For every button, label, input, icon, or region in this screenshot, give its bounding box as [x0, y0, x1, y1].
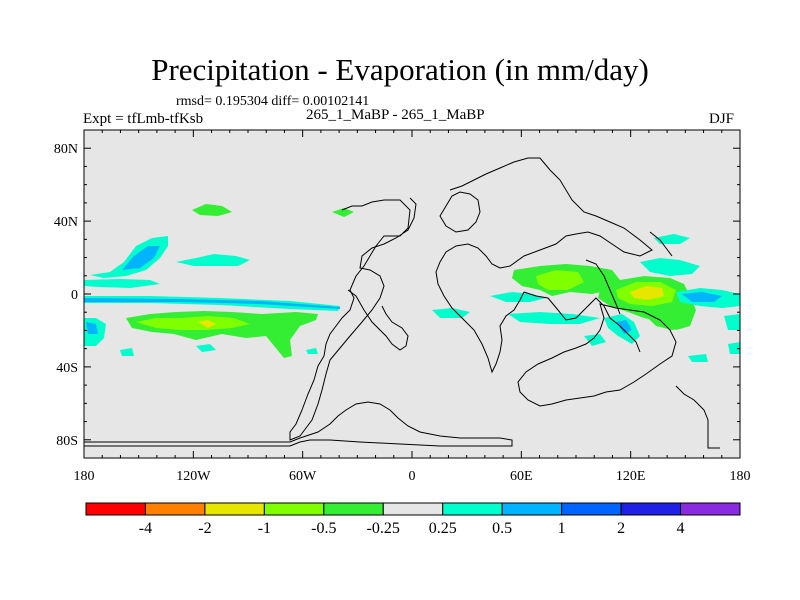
colorbar-swatch [561, 502, 622, 516]
contour-southeast-indian-core [616, 320, 632, 334]
colorbar-swatch [144, 502, 206, 516]
contour-west-pacific-core [682, 292, 722, 302]
y-tick-label: 80N [54, 142, 78, 157]
x-tick-label: 120W [176, 469, 211, 484]
contour-south-pacific-east2 [728, 342, 740, 354]
y-tick-label: 80S [56, 434, 78, 449]
colorbar-level-label: -0.5 [311, 520, 336, 537]
contour-spcz-core [136, 316, 250, 330]
colorbar-swatch [382, 502, 444, 516]
colorbar-level-label: 0.5 [492, 520, 512, 537]
colorbar-swatch [680, 502, 741, 516]
colorbar-labels: -4 -2 -1 -0.5 -0.25 0.25 0.5 1 2 4 [139, 520, 685, 537]
y-tick-label: 40N [54, 215, 78, 230]
south-america-outline [347, 289, 409, 351]
x-tick-label: 180 [730, 469, 751, 484]
coastlines [84, 157, 720, 449]
colorbar-level-label: 4 [677, 520, 685, 537]
contour-north-asia [654, 234, 690, 244]
greenland-outline [439, 191, 481, 233]
indochina-outline [585, 259, 621, 315]
colorbar-swatch [620, 502, 682, 516]
case-label: 265_1_MaBP - 265_1_MaBP [306, 107, 485, 123]
experiment-label: Expt = tfLmb-tfKsb [83, 111, 204, 127]
contour-indian-south [508, 312, 600, 324]
x-tick-label: 0 [409, 469, 416, 484]
x-tick-label: 60W [289, 469, 317, 484]
contour-south-asia-core [536, 270, 584, 290]
colorbar-swatch [204, 502, 265, 516]
contour-far-south-east [688, 354, 708, 362]
contour-southern-indian [584, 334, 606, 346]
americas-outline [289, 197, 417, 441]
x-tick-label: 60E [510, 469, 533, 484]
contour-north-pacific-core [122, 246, 160, 270]
stats-text: rmsd= 0.195304 diff= 0.00102141 [176, 94, 370, 109]
axis-tick-labels: 180 120W 60W 0 60E 120E 180 80N 40N 0 40S 80S [54, 142, 751, 484]
colorbar-swatch [85, 502, 146, 516]
contour-south-pacific-spot [120, 348, 134, 356]
contour-south-pacific-spot2 [306, 348, 318, 354]
y-tick-label: 0 [71, 288, 78, 303]
y-tick-label: 40S [56, 361, 78, 376]
x-tick-label: 120E [616, 469, 646, 484]
japan-outline [649, 231, 673, 257]
contour-maritime-continent-peak [630, 286, 664, 300]
season-label: DJF [709, 111, 735, 127]
colorbar-level-label: -1 [258, 520, 271, 537]
colorbar-level-label: 1 [558, 520, 566, 537]
colorbar-level-label: -4 [139, 520, 152, 537]
colorbar-level-label: 2 [617, 520, 625, 537]
colorbar-level-label: 0.25 [429, 520, 457, 537]
colorbar-swatch [442, 502, 503, 516]
new-zealand-outline [675, 385, 720, 449]
contour-equatorial-band-blue [84, 298, 340, 309]
contour-south-atlantic [432, 308, 470, 318]
contour-central-north-pacific [192, 204, 232, 216]
eurasia-africa-outline [435, 157, 653, 374]
colorbar-swatch [501, 502, 563, 516]
south-asia-outline [523, 291, 641, 353]
contour-north-atlantic [332, 208, 354, 217]
figure-title: Precipitation - Evaporation (in mm/day) [151, 52, 649, 87]
antarctica-outline [84, 401, 513, 447]
contour-southwest-pacific-core [86, 322, 98, 334]
x-tick-label: 180 [74, 469, 95, 484]
colorbar-level-label: -0.25 [367, 520, 400, 537]
australia-outline [517, 303, 677, 407]
contour-south-pacific-east [724, 314, 740, 330]
axis-ticks [83, 130, 741, 458]
colorbar-swatch [263, 502, 325, 516]
colorbar-level-label: -2 [198, 520, 211, 537]
contour-north-pacific-east [176, 254, 250, 266]
contour-equatorial-pacific [84, 279, 160, 288]
anomaly-field [84, 204, 740, 362]
contour-south-pacific [196, 344, 216, 352]
colorbar-swatch [323, 502, 384, 516]
contour-east-asia [640, 258, 700, 276]
colorbar [85, 502, 741, 516]
contour-spcz-peak [198, 320, 216, 328]
